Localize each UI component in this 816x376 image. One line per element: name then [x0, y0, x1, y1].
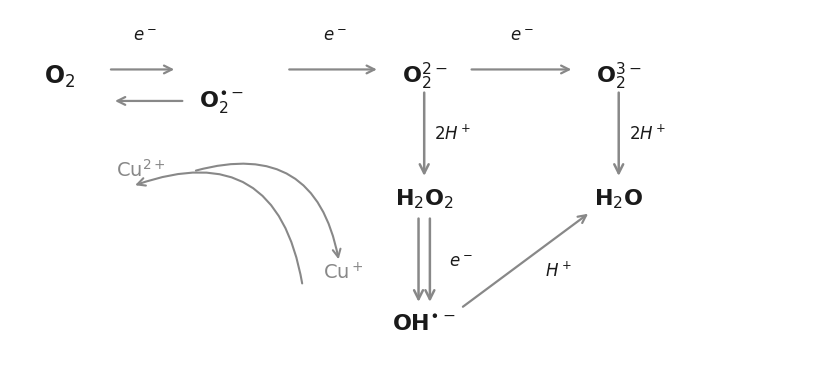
Text: $H^+$: $H^+$: [544, 262, 571, 281]
Text: $2H^+$: $2H^+$: [628, 124, 666, 144]
Text: O$_2$: O$_2$: [44, 64, 75, 90]
Text: H$_2$O: H$_2$O: [594, 187, 643, 211]
Text: O$_2^{2-}$: O$_2^{2-}$: [401, 61, 447, 92]
Text: H$_2$O$_2$: H$_2$O$_2$: [395, 187, 454, 211]
Text: Cu$^+$: Cu$^+$: [323, 262, 364, 284]
Text: $e^-$: $e^-$: [449, 253, 472, 271]
Text: $e^-$: $e^-$: [133, 27, 157, 45]
Text: $e^-$: $e^-$: [509, 27, 534, 45]
Text: $2H^+$: $2H^+$: [434, 124, 471, 144]
Text: $e^-$: $e^-$: [323, 27, 347, 45]
FancyArrowPatch shape: [196, 164, 340, 257]
Text: Cu$^{2+}$: Cu$^{2+}$: [116, 159, 166, 180]
Text: OH$^{\bullet-}$: OH$^{\bullet-}$: [392, 315, 456, 335]
FancyArrowPatch shape: [137, 173, 302, 284]
Text: O$_2^{3-}$: O$_2^{3-}$: [596, 61, 641, 92]
Text: O$_2^{\bullet-}$: O$_2^{\bullet-}$: [199, 90, 244, 116]
